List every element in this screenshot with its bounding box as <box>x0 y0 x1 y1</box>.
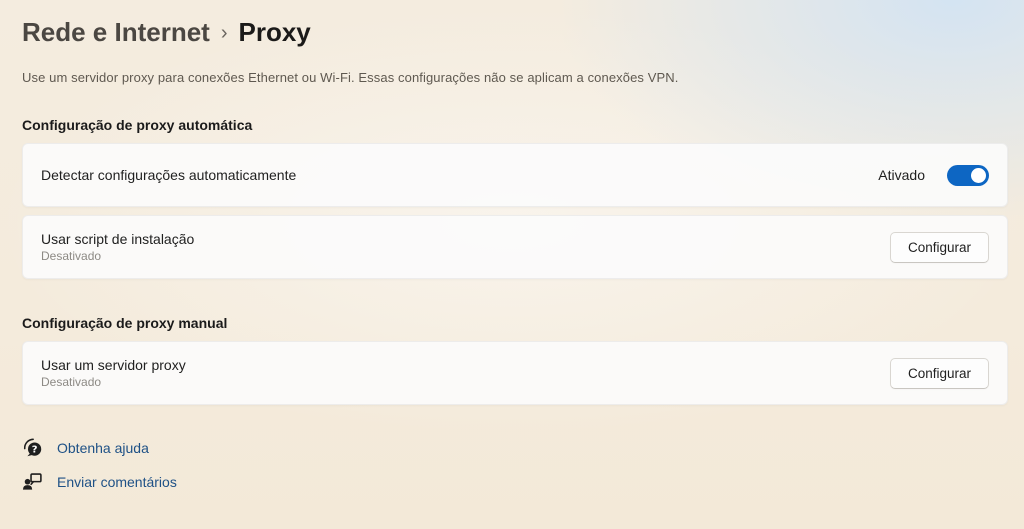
svg-text:?: ? <box>32 445 38 456</box>
toggle-status-label: Ativado <box>878 167 925 183</box>
card-title: Usar um servidor proxy <box>41 357 186 373</box>
configure-server-button[interactable]: Configurar <box>889 357 989 389</box>
feedback-link[interactable]: Enviar comentários <box>22 469 177 494</box>
page-title: Proxy <box>238 16 311 47</box>
feedback-link-label[interactable]: Enviar comentários <box>57 473 177 490</box>
help-chat-icon: ? <box>22 437 43 458</box>
toggle-knob <box>971 167 986 183</box>
breadcrumb: Rede e Internet › Proxy <box>22 14 1008 50</box>
card-subtitle: Desativado <box>41 375 102 389</box>
help-link-label[interactable]: Obtenha ajuda <box>57 439 149 456</box>
card-detect-settings: Detectar configurações automaticamente A… <box>22 143 1008 207</box>
help-link[interactable]: ? Obtenha ajuda <box>22 435 149 460</box>
card-proxy-server: Usar um servidor proxy Desativado Config… <box>22 341 1008 405</box>
proxy-settings-page: Rede e Internet › Proxy Use um servidor … <box>22 14 1008 494</box>
chevron-right-icon: › <box>220 21 228 44</box>
section-title-automatic: Configuração de proxy automática <box>22 117 253 133</box>
breadcrumb-parent[interactable]: Rede e Internet <box>22 16 210 47</box>
section-title-manual: Configuração de proxy manual <box>22 315 228 331</box>
card-subtitle: Desativado <box>41 249 102 263</box>
page-description: Use um servidor proxy para conexões Ethe… <box>22 70 679 85</box>
configure-script-button[interactable]: Configurar <box>889 231 989 263</box>
card-title: Usar script de instalação <box>41 231 195 247</box>
feedback-icon <box>22 471 43 492</box>
footer-links: ? Obtenha ajuda Enviar comentários <box>22 435 1008 494</box>
auto-detect-toggle[interactable] <box>947 164 989 186</box>
card-setup-script: Usar script de instalação Desativado Con… <box>22 215 1008 279</box>
card-title: Detectar configurações automaticamente <box>41 167 297 183</box>
